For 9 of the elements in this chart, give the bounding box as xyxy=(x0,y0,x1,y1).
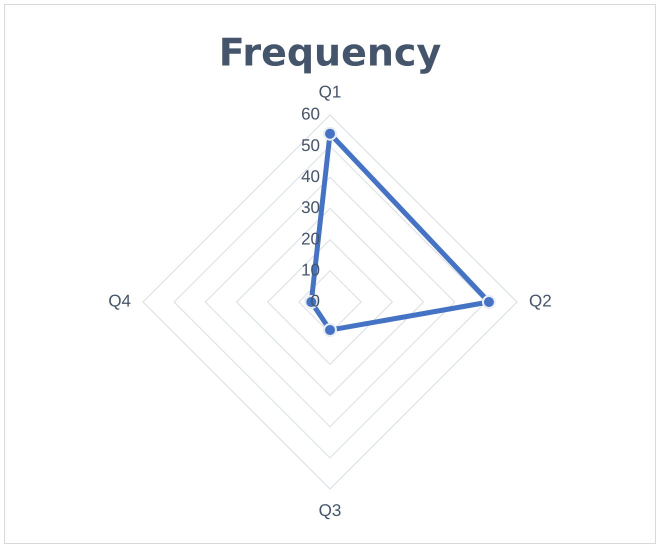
y-tick-label: 30 xyxy=(301,198,320,218)
spoke-label: Q4 xyxy=(108,292,131,311)
y-tick-label: 50 xyxy=(301,136,320,155)
chart-title: Frequency xyxy=(218,30,442,75)
y-tick-label: 60 xyxy=(301,104,320,124)
spoke-label: Q1 xyxy=(318,82,342,102)
spoke-label: Q2 xyxy=(529,292,552,311)
spoke-label: Q3 xyxy=(318,500,342,520)
y-tick-label: 40 xyxy=(301,167,320,186)
